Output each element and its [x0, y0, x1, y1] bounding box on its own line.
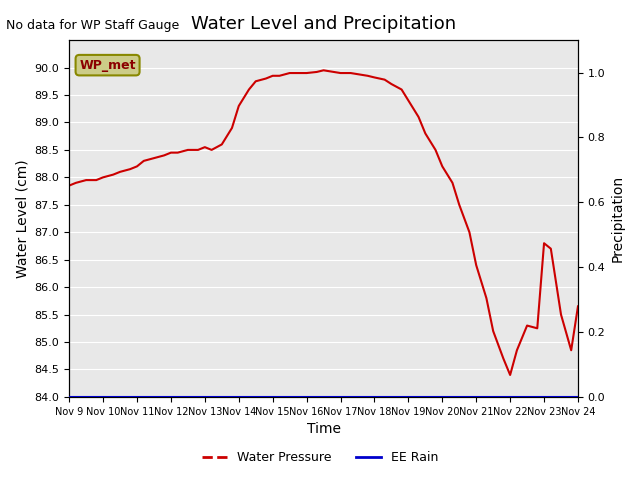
X-axis label: Time: Time: [307, 422, 340, 436]
Title: Water Level and Precipitation: Water Level and Precipitation: [191, 15, 456, 33]
Y-axis label: Precipitation: Precipitation: [611, 175, 625, 262]
Text: WP_met: WP_met: [79, 59, 136, 72]
Legend: Water Pressure, EE Rain: Water Pressure, EE Rain: [196, 446, 444, 469]
Y-axis label: Water Level (cm): Water Level (cm): [15, 159, 29, 278]
Text: No data for WP Staff Gauge: No data for WP Staff Gauge: [6, 19, 180, 32]
